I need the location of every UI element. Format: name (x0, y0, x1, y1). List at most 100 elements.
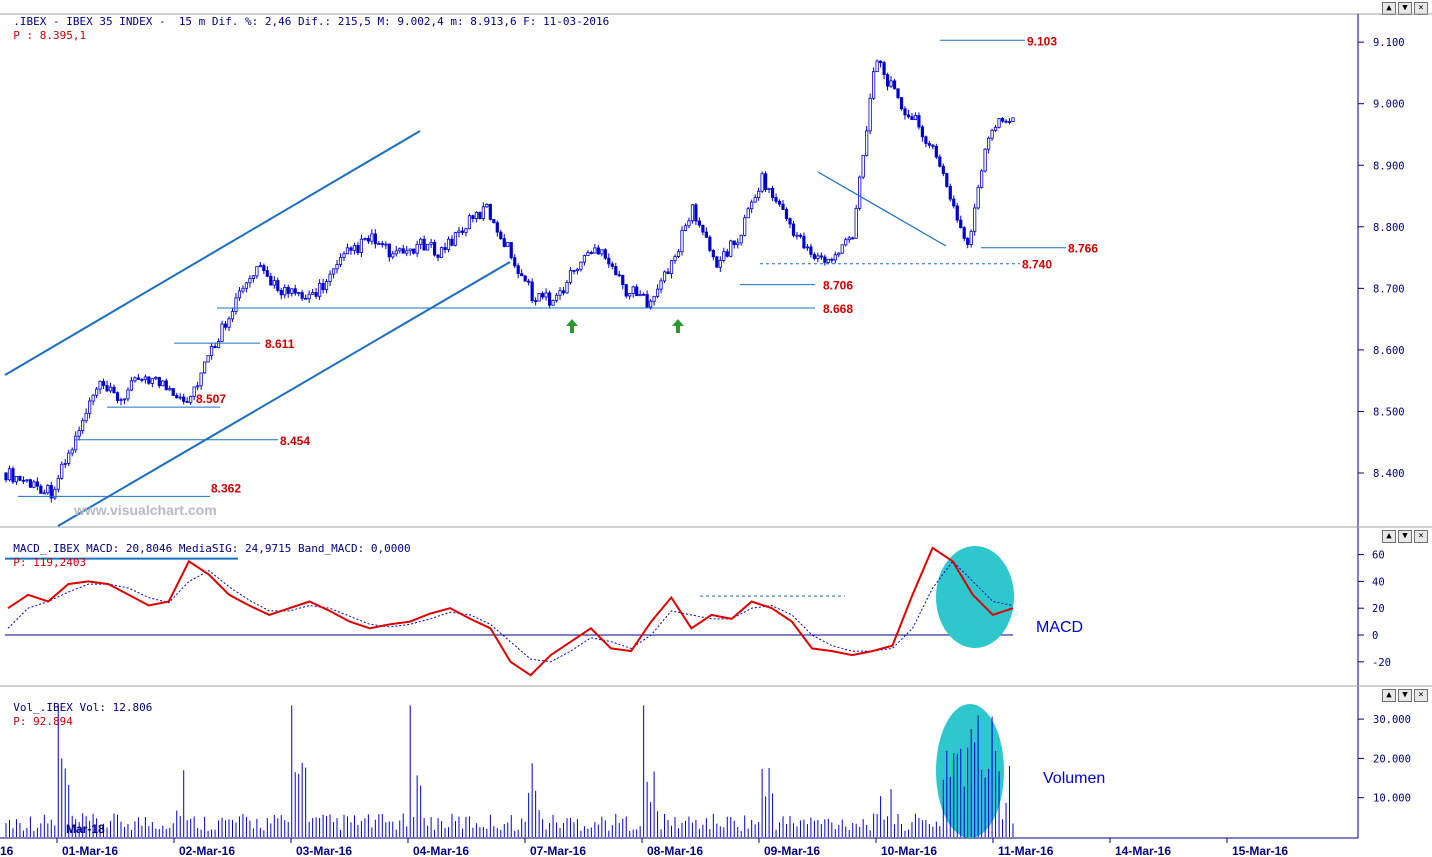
price-candle-body (255, 266, 259, 277)
macd-scroll-up-button[interactable]: ▲ (1382, 530, 1396, 543)
volume-close-button[interactable]: × (1414, 689, 1428, 702)
price-candle-body (607, 257, 611, 265)
price-candle-body (251, 275, 255, 280)
price-candle-body (136, 377, 141, 380)
price-candle-body (244, 282, 249, 289)
price-candle-body (77, 430, 81, 437)
price-candle-body (331, 268, 336, 275)
price-candle-body (645, 294, 649, 308)
price-candle-body (861, 154, 865, 178)
price-candle-body (265, 270, 269, 277)
price-candle-body (669, 260, 674, 275)
price-chart: 8.400 8.500 8.600 8.700 8.800 8.900 9.000 9.100… (4, 34, 1405, 527)
price-candle-body (885, 74, 890, 87)
price-candle-body (809, 246, 813, 255)
price-candle-body (906, 114, 911, 118)
date-label: 10-Mar-16 (881, 844, 937, 857)
price-candle-body (140, 378, 144, 381)
price-candle-body (25, 479, 29, 482)
price-candle-body (335, 264, 339, 270)
price-candle-body (286, 286, 290, 294)
level-label: 9.103 (1027, 34, 1057, 48)
macd-window-buttons: ▲ ▼ × (1382, 530, 1428, 543)
price-candle-body (60, 463, 64, 479)
date-label: 08-Mar-16 (647, 844, 703, 857)
price-candle-body (387, 243, 391, 258)
price-candle-body (199, 372, 203, 387)
price-candle-body (1007, 121, 1012, 123)
price-candle-body (534, 300, 538, 303)
price-candle-body (474, 211, 478, 219)
price-candle-body (586, 252, 590, 257)
macd-header-p: P: 119,2403 (13, 556, 87, 569)
price-candle-body (94, 388, 99, 396)
price-candle-body (655, 288, 660, 297)
level-label: 8.706 (823, 279, 853, 293)
price-candle-body (509, 242, 513, 259)
price-candle-body (743, 217, 747, 236)
price-candle-body (356, 245, 360, 254)
price-y-tick-label: 9.000 (1373, 99, 1405, 111)
price-candle-body (453, 232, 458, 246)
price-candle-body (53, 488, 57, 499)
price-candle-body (488, 203, 492, 220)
price-candle-body (830, 258, 834, 261)
price-candle-body (276, 280, 280, 291)
date-label: 15-Mar-16 (1232, 844, 1288, 857)
price-candle-body (422, 238, 426, 251)
price-candle-body (753, 197, 757, 203)
price-candle-body (506, 242, 510, 247)
price-candle-body (816, 255, 820, 259)
price-candle-body (520, 273, 524, 277)
price-candle-body (220, 323, 224, 342)
price-candle-body (948, 186, 952, 200)
date-label: 02-Mar-16 (179, 844, 235, 857)
volume-scroll-down-button[interactable]: ▼ (1398, 689, 1412, 702)
price-candle-body (450, 238, 454, 246)
up-arrow-icon (566, 319, 578, 333)
macd-close-button[interactable]: × (1414, 530, 1428, 543)
price-candle-body (345, 247, 350, 255)
price-candle-body (157, 376, 161, 387)
price-candle-body (203, 361, 207, 374)
price-candle-body (851, 237, 855, 240)
macd-main-line (7, 546, 1014, 677)
price-candle-body (105, 385, 109, 392)
price-candle-body (432, 241, 437, 256)
price-y-tick-label: 8.500 (1373, 406, 1405, 418)
price-candle-body (589, 252, 593, 254)
macd-y-tick-label: 20 (1372, 603, 1385, 615)
price-candle-body (722, 251, 726, 261)
price-candle-body (774, 197, 778, 202)
price-candle-body (941, 165, 945, 174)
date-label: 14-Mar-16 (1115, 844, 1171, 857)
price-candle-body (819, 255, 823, 258)
price-candle-body (659, 280, 663, 290)
price-candle-body (903, 108, 907, 116)
channel-upper-line (4, 130, 421, 376)
price-candle-body (840, 244, 844, 254)
price-candle-body (993, 126, 998, 131)
price-candle-body (628, 293, 632, 297)
price-candle-body (171, 388, 175, 396)
macd-header-text: MACD_.IBEX MACD: 20,8046 MediaSIG: 24,97… (13, 542, 411, 555)
price-candle-body (596, 247, 600, 255)
date-label: 09-Mar-16 (764, 844, 820, 857)
price-candle-body (439, 247, 444, 258)
price-candle-body (541, 293, 545, 298)
price-candle-body (49, 485, 53, 499)
price-candle-body (164, 380, 168, 391)
price-candle-body (1004, 120, 1008, 123)
price-candle-body (230, 311, 235, 320)
price-candle-body (767, 187, 771, 190)
price-candle-body (317, 283, 322, 297)
volume-scroll-up-button[interactable]: ▲ (1382, 689, 1396, 702)
price-candle-body (805, 246, 810, 249)
macd-scroll-down-button[interactable]: ▼ (1398, 530, 1412, 543)
price-candle-body (342, 253, 346, 258)
price-candle-body (544, 292, 548, 298)
price-candle-body (666, 271, 670, 275)
price-candle-body (952, 198, 956, 207)
price-y-tick-label: 8.700 (1373, 283, 1405, 295)
price-candle-body (241, 287, 245, 292)
